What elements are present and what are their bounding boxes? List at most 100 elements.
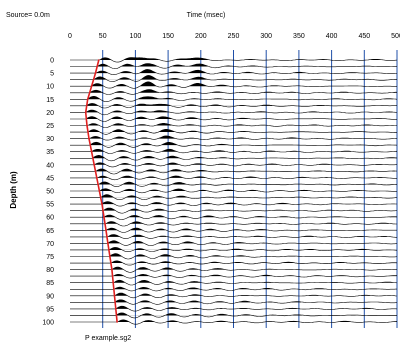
trace-fill [70,89,397,93]
seismic-trace [70,162,397,168]
first-break-pick-point [109,255,111,258]
seismic-trace [70,148,398,154]
trace-fill [70,168,397,172]
first-break-pick-point [103,216,105,218]
seismic-trace [70,292,398,299]
seismic-trace [70,286,397,292]
seismic-trace [70,181,397,187]
y-tick-label: 25 [46,123,54,130]
first-break-pick-line [84,59,118,323]
first-break-pick-point [88,137,90,140]
seismic-trace [70,89,397,95]
seismic-trace [70,57,398,63]
first-break-pick-point [94,72,97,74]
seismic-trace [70,253,398,260]
trace-fill [70,234,397,237]
trace-fill [70,103,397,106]
seismic-trace [70,227,397,233]
x-tick-label: 250 [228,33,240,40]
y-tick-label: 75 [46,254,54,261]
x-tick-label: 450 [358,33,370,40]
y-tick-label: 60 [46,215,54,222]
first-break-pick-point [93,164,95,166]
y-tick-label: 100 [42,320,54,327]
first-break-pick-point [113,295,116,297]
y-tick-label: 90 [46,293,54,300]
x-tick-label: 150 [162,33,174,40]
seismic-trace [70,299,397,305]
y-tick-label: 85 [46,280,54,287]
trace-fill [70,69,397,74]
y-tick-labels: 0 5 10 15 20 25 30 35 40 45 50 55 60 65 70 75 80 85 90 95 10… [42,58,54,327]
first-break-pick-point [90,150,93,153]
first-break-pick-point [86,98,89,101]
y-tick-label: 80 [46,267,54,274]
x-axis-title: Time (msec) [187,12,226,19]
seismic-trace [70,154,398,162]
seismic-traces [70,57,398,325]
x-tick-label: 400 [326,33,338,40]
y-axis-title: Depth (m) [9,171,18,209]
x-tick-labels: 0 50 100 150 200 250 300 350 400 450 500 [68,33,400,40]
seismic-trace [70,123,398,128]
first-break-pick-point [86,124,88,127]
y-tick-label: 50 [46,189,54,196]
trace-fill [70,57,397,60]
x-tick-label: 0 [68,33,72,40]
y-tick-label: 45 [46,175,54,182]
seismic-trace [70,141,398,148]
first-break-pick-point [112,281,114,284]
first-break-pick-point [90,85,93,87]
seismic-trace [70,221,397,227]
footer-label: P example.sg2 [85,335,131,342]
first-break-pick-point [111,268,113,271]
y-tick-label: 65 [46,228,54,235]
trace-fill [70,81,397,87]
seismic-trace [70,207,398,214]
first-break-pick-point [105,229,107,232]
seismic-trace [70,273,397,279]
grid-lines [102,50,398,328]
seismic-trace [70,95,398,103]
seismic-trace [70,266,397,273]
trace-fill [70,162,397,165]
trace-fill [70,149,397,152]
first-break-pick-point [107,242,109,245]
first-break-pick-point [97,59,100,61]
y-tick-label: 70 [46,241,54,248]
seismic-trace [70,260,398,266]
seismic-trace [70,188,397,194]
trace-fill [70,208,397,211]
x-tick-label: 200 [195,33,207,40]
trace-fill [70,306,397,309]
seismic-trace [70,116,397,122]
trace-fill [70,221,397,224]
y-tick-label: 10 [46,84,54,91]
trace-fill [70,155,397,159]
first-break-pick-point [114,308,117,310]
trace-fill [70,228,397,231]
y-tick-label: 40 [46,162,54,169]
seismic-trace [70,319,398,325]
trace-fill [70,240,397,244]
seismic-trace [70,109,398,116]
x-tick-label: 350 [293,33,305,40]
first-break-pick-point [116,321,118,323]
trace-fill [70,293,397,296]
y-tick-label: 30 [46,136,54,143]
seismic-trace [70,81,397,89]
y-tick-label: 35 [46,149,54,156]
seismic-trace [70,129,397,135]
x-tick-label: 300 [260,33,272,40]
seismic-trace [70,194,398,201]
seismic-trace [70,247,398,252]
source-label: Source= 0.0m [6,12,50,19]
y-tick-label: 55 [46,202,54,209]
first-break-pick-point [84,111,87,114]
y-tick-label: 5 [50,71,54,78]
seismic-trace [70,279,398,286]
x-tick-label: 100 [130,33,142,40]
seismic-trace [70,103,398,109]
